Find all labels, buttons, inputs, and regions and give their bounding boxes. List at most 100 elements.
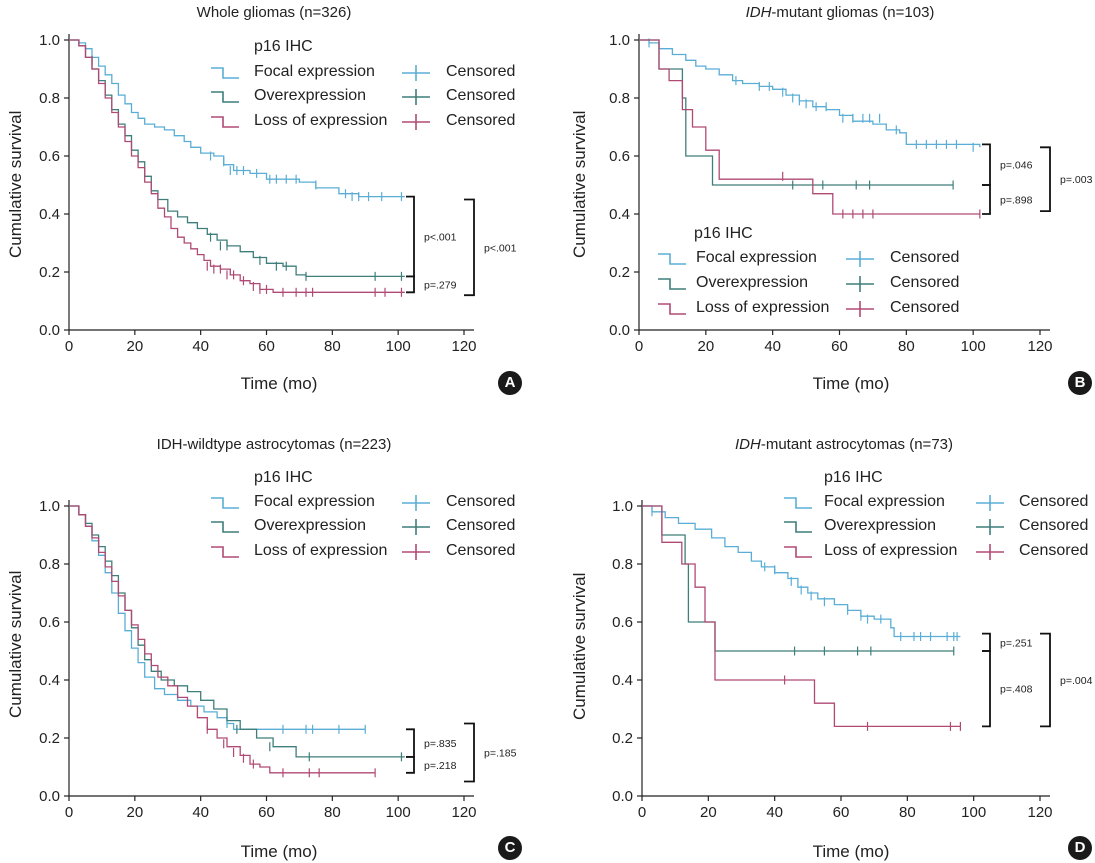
pvalue-label: p=.279	[424, 279, 457, 291]
y-tick-label: 1.0	[39, 498, 60, 515]
x-axis-label: Time (mo)	[812, 374, 890, 393]
legend-label-focal: Focal expression	[254, 493, 375, 510]
legend-swatch-loss	[658, 303, 686, 315]
legend-censored-loss: Censored	[890, 299, 960, 316]
y-tick-label: 0.0	[39, 322, 60, 339]
panel-title: IDH-mutant astrocytomas (n=73)	[734, 436, 954, 453]
survival-curve-over	[69, 39, 405, 278]
x-tick-label: 20	[697, 338, 714, 355]
legend-censored-loss: Censored	[446, 542, 516, 559]
panel-badge: C	[498, 836, 522, 860]
legend-title: p16 IHC	[254, 38, 313, 55]
pvalue-label: p=.408	[1000, 684, 1033, 696]
x-tick-label: 120	[1027, 338, 1052, 355]
y-tick-label: 0.4	[39, 672, 60, 689]
x-tick-label: 80	[899, 804, 916, 821]
y-tick-label: 1.0	[612, 498, 633, 515]
x-tick-label: 60	[258, 338, 275, 355]
pvalue-label: p=.835	[424, 738, 457, 750]
x-tick-label: 0	[635, 338, 643, 355]
panel-b: IDH-mutant gliomas (n=103) Cumulative su…	[548, 0, 1095, 432]
legend-censored-over: Censored	[446, 517, 516, 534]
pvalue-bracket	[406, 275, 415, 294]
x-tick-label: 20	[126, 338, 143, 355]
legend-swatch-focal	[211, 497, 239, 509]
legend-label-over: Overexpression	[254, 517, 367, 534]
y-axis-label: Cumulative survival	[570, 110, 589, 258]
survival-plot: 0 20 40 60 80 100 120 0.0 0.2 0.4 0.6 0.8 1.0 p<.001 p…	[39, 32, 517, 355]
y-tick-label: 0.6	[609, 148, 630, 165]
legend-label-over: Overexpression	[696, 274, 809, 291]
pvalue-label: p=.898	[1000, 195, 1033, 207]
survival-curve-focal	[639, 39, 981, 148]
y-axis-label: Cumulative survival	[6, 570, 25, 718]
x-tick-label: 0	[638, 804, 646, 821]
x-tick-label: 80	[324, 338, 341, 355]
pvalue-label: p=.004	[1060, 675, 1093, 687]
panel-a: Whole gliomas (n=326) Cumulative surviva…	[0, 0, 548, 432]
legend-label-over: Overexpression	[254, 87, 367, 104]
legend-label-loss: Loss of expression	[254, 542, 388, 559]
x-tick-label: 100	[386, 804, 411, 821]
panel-d: IDH-mutant astrocytomas (n=73) Cumulativ…	[548, 432, 1095, 863]
legend-label-focal: Focal expression	[696, 249, 817, 266]
y-tick-label: 0.2	[39, 730, 60, 747]
pvalue-bracket	[1040, 632, 1051, 728]
y-tick-label: 0.8	[39, 90, 60, 107]
pvalue-bracket	[982, 143, 991, 186]
x-tick-label: 40	[192, 804, 209, 821]
x-axis-label: Time (mo)	[240, 374, 318, 393]
y-tick-label: 0.0	[39, 788, 60, 805]
legend-censored-over: Censored	[1019, 517, 1089, 534]
y-tick-label: 0.8	[612, 556, 633, 573]
x-tick-label: 80	[898, 338, 915, 355]
survival-plot: 0 20 40 60 80 100 120 0.0 0.2 0.4 0.6 0.8 1.0 p=.251 p…	[612, 495, 1093, 821]
x-tick-label: 120	[451, 338, 476, 355]
x-axis-label: Time (mo)	[240, 842, 318, 861]
legend-swatch-over	[211, 521, 239, 533]
x-tick-label: 60	[833, 804, 850, 821]
y-axis-label: Cumulative survival	[570, 572, 589, 720]
legend-swatch-focal	[784, 497, 812, 509]
pvalue-label: p=.046	[1000, 160, 1033, 172]
legend-censored-focal: Censored	[446, 493, 516, 510]
legend-censored-loss: Censored	[1019, 542, 1089, 559]
survival-curve-focal	[69, 505, 366, 730]
x-tick-label: 100	[961, 338, 986, 355]
pvalue-bracket	[464, 198, 475, 297]
survival-curve-loss	[69, 505, 376, 774]
panel-title: IDH-wildtype astrocytomas (n=223)	[156, 436, 392, 453]
y-tick-label: 0.0	[612, 788, 633, 805]
survival-curve-loss	[639, 39, 980, 215]
x-tick-label: 60	[831, 338, 848, 355]
pvalue-bracket	[464, 722, 475, 783]
y-tick-label: 1.0	[39, 32, 60, 49]
panel-badge: B	[1068, 371, 1092, 395]
x-tick-label: 20	[700, 804, 717, 821]
x-tick-label: 20	[126, 804, 143, 821]
legend-label-focal: Focal expression	[254, 63, 375, 80]
y-tick-label: 0.4	[612, 672, 633, 689]
legend-swatch-over	[784, 521, 812, 533]
survival-curve-over	[639, 39, 954, 186]
legend-swatch-focal	[211, 67, 239, 79]
pvalue-bracket	[982, 632, 991, 652]
pvalue-bracket	[406, 195, 415, 278]
x-tick-label: 40	[192, 338, 209, 355]
pvalue-bracket	[982, 184, 991, 215]
y-tick-label: 0.6	[39, 148, 60, 165]
pvalue-label: p<.001	[484, 242, 517, 254]
y-tick-label: 0.8	[39, 556, 60, 573]
y-tick-label: 0.6	[39, 614, 60, 631]
survival-curve-loss	[69, 39, 405, 293]
legend-swatch-loss	[211, 116, 239, 128]
legend-label-over: Overexpression	[824, 517, 937, 534]
legend-swatch-loss	[211, 546, 239, 558]
pvalue-label: p<.001	[424, 231, 457, 243]
x-tick-label: 0	[65, 338, 73, 355]
legend-swatch-over	[658, 278, 686, 290]
x-tick-label: 120	[1027, 804, 1052, 821]
legend-censored-over: Censored	[446, 87, 516, 104]
pvalue-bracket	[406, 755, 415, 774]
panel-title: Whole gliomas (n=326)	[196, 4, 352, 21]
